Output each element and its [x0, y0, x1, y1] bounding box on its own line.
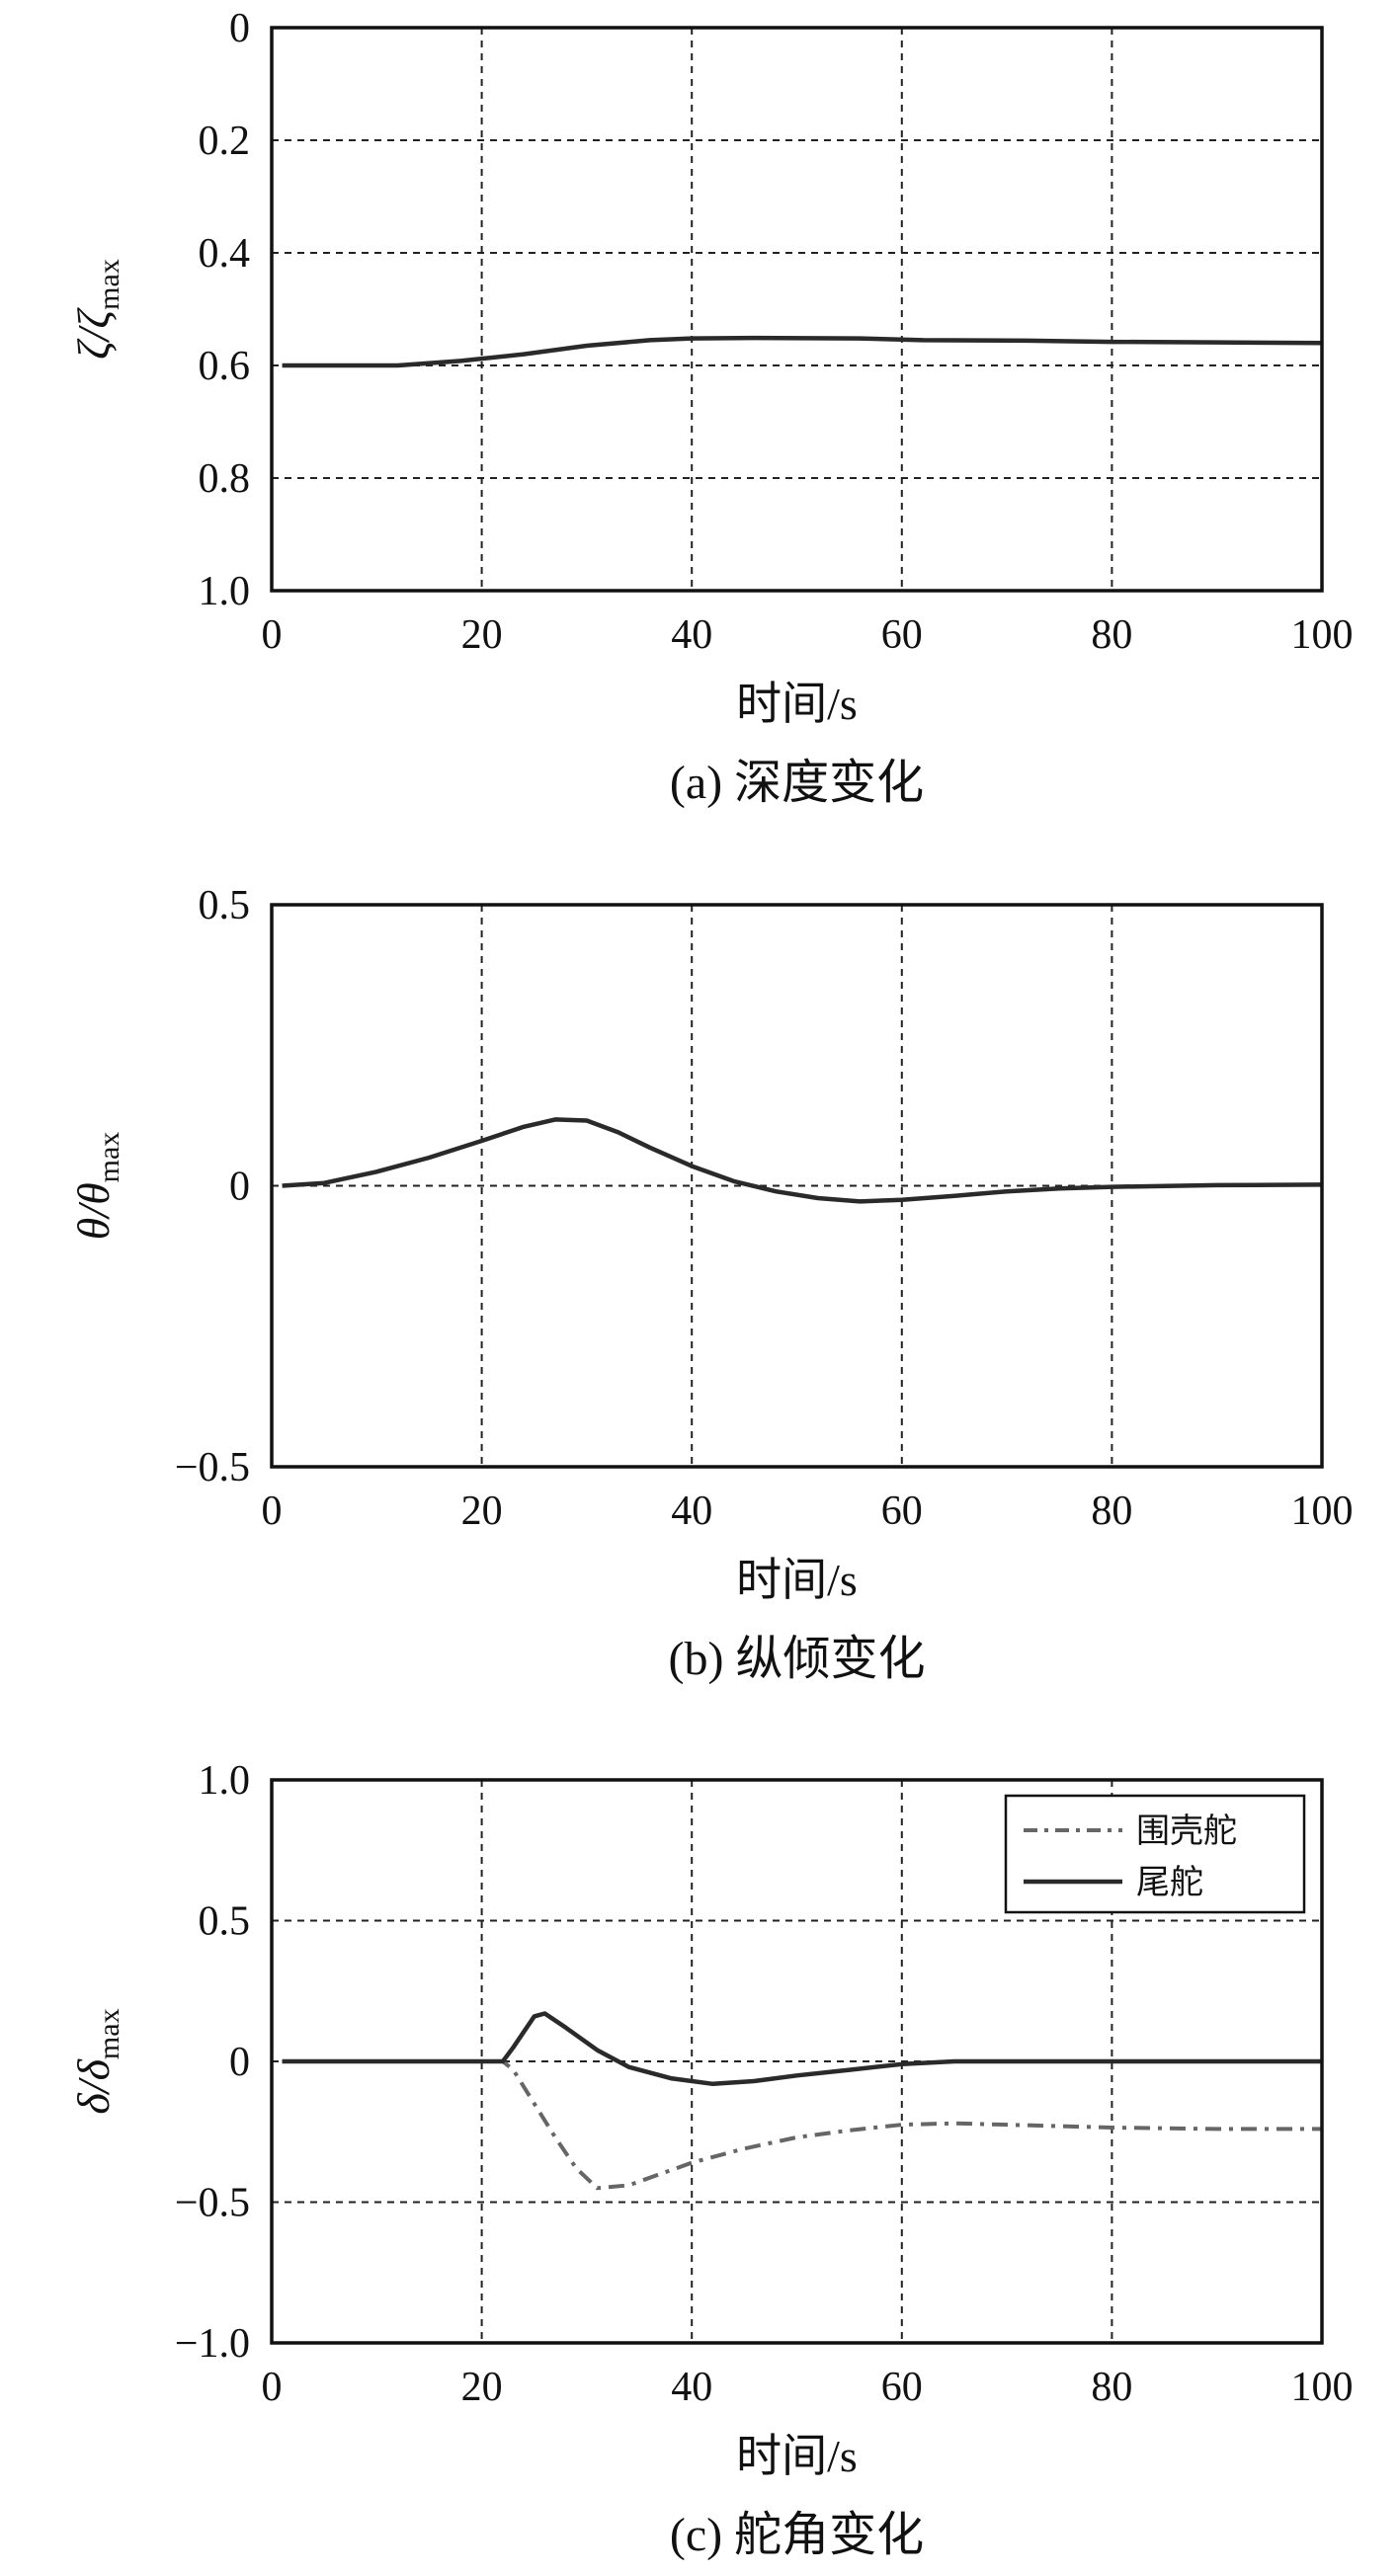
y-tick-label: 0.6 [199, 344, 251, 389]
y-axis-label: δ/δmax [68, 2008, 125, 2114]
y-tick-label: 1.0 [199, 569, 251, 614]
y-axis-label-sub: max [93, 259, 125, 310]
y-tick-label: 0.4 [199, 231, 251, 277]
y-tick-label: 0.5 [199, 883, 251, 928]
y-axis-label: θ/θmax [68, 1132, 125, 1241]
x-tick-label: 0 [262, 2365, 283, 2410]
y-tick-label: 0.2 [199, 119, 251, 164]
panel-a: 0 20 40 60 80 100 0 0.2 0.4 0.6 0.8 1.0 时间/s ζ/ζmax (a… [68, 6, 1354, 809]
y-axis-label-main: ζ/ζ [68, 306, 119, 359]
y-tick-label: 1.0 [199, 1758, 251, 1804]
y-axis-label-sub: max [93, 2008, 125, 2059]
y-tick-label: 0 [229, 2040, 250, 2085]
y-axis-label-main: θ/θ [68, 1182, 119, 1240]
x-axis-label: 时间/s [736, 1555, 858, 1605]
x-tick-label: 100 [1291, 612, 1354, 658]
x-tick-label: 80 [1091, 1489, 1132, 1534]
plot-frame [270, 1778, 1324, 2345]
x-tick-label: 40 [671, 1489, 712, 1534]
y-tick-label: −0.5 [175, 1445, 250, 1490]
series-line-2 [282, 2011, 1322, 2087]
series-line-1 [282, 2059, 1322, 2191]
panel-caption: (b) 纵倾变化 [669, 1633, 926, 1685]
plot-frame [270, 903, 1324, 1469]
y-axis-label-main: δ/δ [68, 2058, 119, 2114]
x-tick-label: 0 [262, 1489, 283, 1534]
plot-frame [270, 26, 1324, 593]
panel-b: 0 20 40 60 80 100 0.5 0 −0.5 时间/s θ/θmax (b) 纵倾变化 [68, 883, 1354, 1685]
x-axis-label: 时间/s [736, 2431, 858, 2481]
x-tick-label: 80 [1091, 2365, 1132, 2410]
x-tick-label: 100 [1291, 1489, 1354, 1534]
y-tick-label: −0.5 [175, 2181, 250, 2226]
y-tick-label: 0.8 [199, 456, 251, 502]
y-axis-label-sub: max [93, 1132, 125, 1183]
x-tick-label: 60 [881, 612, 923, 658]
x-tick-label: 20 [461, 612, 503, 658]
legend-label-2: 尾舵 [1136, 1863, 1203, 1902]
panel-caption: (c) 舵角变化 [670, 2509, 924, 2561]
x-tick-label: 20 [461, 1489, 503, 1534]
y-tick-label: 0.5 [199, 1899, 251, 1945]
y-tick-label: 0 [229, 6, 250, 51]
legend-box [1004, 1794, 1306, 1914]
x-tick-label: 60 [881, 1489, 923, 1534]
panel-c: 0 20 40 60 80 100 1.0 0.5 0 −0.5 −1.0 时间/s δ/δmax (c)… [68, 1758, 1354, 2561]
series-line-1 [282, 335, 1323, 368]
x-tick-label: 20 [461, 2365, 503, 2410]
panel-caption: (a) 深度变化 [670, 757, 924, 809]
x-tick-label: 80 [1091, 612, 1132, 658]
legend-label-1: 围壳舵 [1136, 1811, 1237, 1851]
y-axis-label: ζ/ζmax [68, 259, 125, 360]
series-line-1 [282, 1117, 1323, 1204]
y-tick-label: −1.0 [175, 2321, 250, 2367]
x-tick-label: 0 [262, 612, 283, 658]
x-tick-label: 60 [881, 2365, 923, 2410]
x-tick-label: 100 [1291, 2365, 1354, 2410]
x-tick-label: 40 [671, 612, 712, 658]
x-axis-label: 时间/s [736, 679, 858, 729]
x-tick-label: 40 [671, 2365, 712, 2410]
y-tick-label: 0 [229, 1165, 250, 1210]
